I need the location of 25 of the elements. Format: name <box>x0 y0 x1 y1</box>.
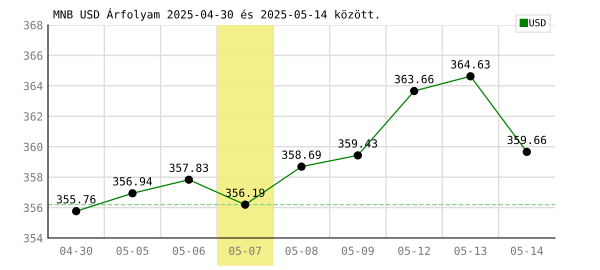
y-tick-label: 366 <box>24 51 42 60</box>
x-tick-label: 05-06 <box>172 246 205 255</box>
data-label: 357.83 <box>170 164 208 172</box>
y-tick-label: 364 <box>24 82 43 90</box>
x-tick-label: 05-13 <box>454 246 486 255</box>
data-label: 356.94 <box>113 177 152 186</box>
y-tick-label: 354 <box>24 234 43 242</box>
y-tick-label: 358 <box>24 173 42 182</box>
x-tick-label: 05-09 <box>342 246 374 255</box>
x-tick-label: 05-05 <box>116 246 148 255</box>
legend-label: USD <box>529 19 546 26</box>
x-tick-label: 05-08 <box>286 246 318 255</box>
y-tick-label: 368 <box>24 21 42 30</box>
data-label: 364.63 <box>451 60 490 69</box>
data-label: 355.76 <box>56 195 96 204</box>
x-tick-label: 05-07 <box>229 246 262 255</box>
x-tick-label: 05-14 <box>510 246 544 255</box>
y-tick-label: 356 <box>24 204 42 212</box>
y-tick-label: 360 <box>24 142 42 152</box>
x-tick-label: 04-30 <box>60 246 92 255</box>
data-label: 358.69 <box>282 150 321 159</box>
data-label: 363.66 <box>394 74 434 84</box>
x-tick-label: 05-12 <box>398 246 430 255</box>
chart-title: MNB USD Árfolyam 2025-04-30 és 2025-05-14 között. <box>54 8 378 21</box>
y-tick-label: 362 <box>24 112 42 121</box>
